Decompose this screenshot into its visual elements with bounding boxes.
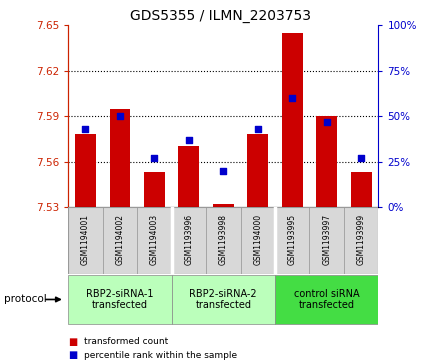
Bar xyxy=(144,172,165,207)
Bar xyxy=(282,33,303,207)
Text: GDS5355 / ILMN_2203753: GDS5355 / ILMN_2203753 xyxy=(129,9,311,23)
Bar xyxy=(110,109,130,207)
Text: ■: ■ xyxy=(68,350,77,360)
Text: percentile rank within the sample: percentile rank within the sample xyxy=(84,351,237,359)
Bar xyxy=(68,275,172,324)
Bar xyxy=(344,207,378,274)
Bar xyxy=(309,207,344,274)
Point xyxy=(289,95,296,101)
Text: GSM1193996: GSM1193996 xyxy=(184,213,193,265)
Bar xyxy=(275,207,309,274)
Bar xyxy=(316,116,337,207)
Text: GSM1194000: GSM1194000 xyxy=(253,213,262,265)
Point xyxy=(254,126,261,132)
Point xyxy=(82,126,89,132)
Bar xyxy=(75,134,96,207)
Text: RBP2-siRNA-2
transfected: RBP2-siRNA-2 transfected xyxy=(190,289,257,310)
Point xyxy=(185,137,192,143)
Bar xyxy=(213,204,234,207)
Bar xyxy=(137,207,172,274)
Point xyxy=(323,119,330,125)
Text: GSM1193999: GSM1193999 xyxy=(357,213,366,265)
Text: transformed count: transformed count xyxy=(84,338,168,346)
Text: GSM1193998: GSM1193998 xyxy=(219,214,228,265)
Bar xyxy=(172,207,206,274)
Bar xyxy=(179,146,199,207)
Text: ■: ■ xyxy=(68,337,77,347)
Point xyxy=(151,155,158,161)
Bar xyxy=(172,275,275,324)
Point xyxy=(358,155,365,161)
Text: control siRNA
transfected: control siRNA transfected xyxy=(294,289,359,310)
Text: GSM1193997: GSM1193997 xyxy=(322,213,331,265)
Bar xyxy=(351,172,371,207)
Bar xyxy=(68,207,103,274)
Bar xyxy=(206,207,241,274)
Text: protocol: protocol xyxy=(4,294,47,305)
Bar xyxy=(247,134,268,207)
Text: GSM1193995: GSM1193995 xyxy=(288,213,297,265)
Bar xyxy=(275,275,378,324)
Text: GSM1194002: GSM1194002 xyxy=(115,214,125,265)
Text: RBP2-siRNA-1
transfected: RBP2-siRNA-1 transfected xyxy=(86,289,154,310)
Bar xyxy=(241,207,275,274)
Bar xyxy=(103,207,137,274)
Text: GSM1194001: GSM1194001 xyxy=(81,214,90,265)
Point xyxy=(116,113,123,119)
Point xyxy=(220,168,227,174)
Text: GSM1194003: GSM1194003 xyxy=(150,213,159,265)
